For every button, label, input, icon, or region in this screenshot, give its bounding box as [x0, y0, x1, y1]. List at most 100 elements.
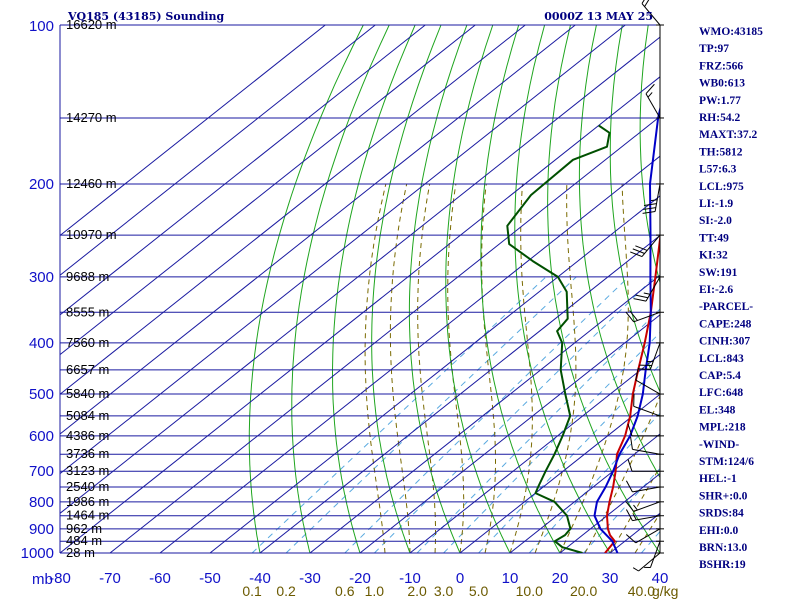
wind-barb-staff — [645, 276, 661, 302]
wind-barb-staff — [633, 405, 661, 417]
isotherm-line — [159, 155, 660, 553]
index-value: LCL:843 — [699, 353, 744, 365]
height-label: 14270 m — [66, 110, 117, 125]
mixing-ratio-tick-label: 20.0 — [570, 583, 597, 599]
height-label: 1986 m — [66, 494, 109, 509]
index-value: -PARCEL- — [699, 301, 753, 313]
height-label: 12460 m — [66, 176, 117, 191]
pressure-tick-label: 300 — [29, 269, 54, 286]
mixing-ratio-tick-label: 0.6 — [335, 583, 355, 599]
dry-adiabat-line — [752, 25, 800, 564]
wind-barb-staff — [654, 183, 661, 212]
wind-barb — [625, 501, 664, 512]
wind-barb-staff — [641, 3, 661, 26]
wind-barb-flag — [633, 298, 647, 302]
isotherm-line — [60, 25, 526, 395]
temperature-tick-label: 40 — [652, 570, 669, 587]
pressure-axis: 100 200 300 400 500 600 700 800 900 1000 — [21, 18, 54, 562]
temperature-tick-label: 20 — [552, 570, 569, 587]
isotherm-line — [259, 234, 660, 553]
index-value: -WIND- — [699, 439, 739, 451]
height-label: 5840 m — [66, 386, 109, 401]
wind-barb-half — [650, 199, 658, 202]
height-label: 10970 m — [66, 227, 117, 242]
mixing-ratio-line — [285, 276, 577, 553]
temperature-tick-label: -80 — [49, 570, 71, 587]
pressure-tick-label: 400 — [29, 335, 54, 352]
dry-adiabat-line — [480, 25, 561, 553]
moist-adiabat-line — [417, 183, 436, 553]
mixing-ratio-tick-label: 0.2 — [276, 583, 296, 599]
wind-barb-flag — [625, 509, 633, 521]
index-value: MPL:218 — [699, 422, 746, 434]
wind-barb-flag — [625, 501, 635, 512]
temperature-tick-label: 0 — [456, 570, 464, 587]
index-value: CINH:307 — [699, 336, 750, 348]
wind-barb-staff — [633, 501, 661, 512]
isotherm-line — [509, 433, 660, 553]
wind-barb-flag — [630, 436, 633, 450]
wind-barb — [625, 480, 664, 493]
index-value: CAP:5.4 — [699, 370, 741, 382]
dry-adiabat-line — [609, 25, 660, 394]
sounding-indices: WMO:43185 TP:97 FRZ:566 WB0:613 PW:1.77 RH:54… — [699, 26, 763, 571]
temperature-tick-label: -10 — [399, 570, 421, 587]
index-value: LCL:975 — [699, 181, 744, 193]
isotherm-line — [559, 472, 660, 553]
pressure-unit-label: mb — [32, 571, 53, 588]
temperature-tick-label: 10 — [502, 570, 519, 587]
height-label: 6657 m — [66, 362, 109, 377]
index-value: MAXT:37.2 — [699, 129, 757, 141]
wind-barb-half — [632, 514, 637, 521]
wind-barb-half — [647, 92, 653, 98]
isotherm-line — [60, 25, 626, 475]
pressure-tick-label: 800 — [29, 494, 54, 511]
wind-barb — [645, 83, 664, 119]
index-value: CAPE:248 — [699, 318, 752, 330]
wind-barb-flag — [644, 0, 650, 7]
wind-barb-flag — [625, 480, 633, 493]
moist-adiabat-line — [559, 183, 629, 553]
pressure-tick-label: 700 — [29, 463, 54, 480]
index-value: LFC:648 — [699, 387, 743, 399]
height-label: 4386 m — [66, 428, 109, 443]
isotherm-line — [209, 195, 660, 553]
wind-barb-staff — [641, 234, 661, 257]
index-value: LI:-1.9 — [699, 198, 733, 210]
temperature-trace — [604, 231, 660, 553]
temperature-tick-label: -70 — [99, 570, 121, 587]
isotherms — [60, 25, 660, 553]
valid-time: 0000Z 13 MAY 25 — [544, 10, 653, 23]
wind-barb-flag — [625, 534, 637, 544]
isotherm-line — [60, 76, 660, 553]
index-value: BRN:13.0 — [699, 542, 747, 554]
wind-barb-staff — [645, 93, 661, 119]
height-label: 3736 m — [66, 446, 109, 461]
pressure-tick-label: 1000 — [21, 545, 54, 562]
dry-adiabat-line — [332, 25, 416, 553]
station-title: VQ185 (43185) Sounding — [67, 10, 225, 23]
isotherm-line — [60, 25, 476, 356]
isotherm-line — [409, 353, 660, 553]
height-label: 8555 m — [66, 304, 109, 319]
height-label: 5084 m — [66, 408, 109, 423]
wind-barbs — [625, 0, 664, 572]
height-label: 7560 m — [66, 335, 109, 350]
wind-barb-staff — [632, 515, 661, 522]
index-value: WMO:43185 — [699, 26, 763, 38]
index-value: HEL:-1 — [699, 473, 737, 485]
moist-adiabat-line — [364, 183, 387, 553]
temperature-tick-label: -30 — [299, 570, 321, 587]
mixing-ratio-tick-label: 3.0 — [434, 583, 454, 599]
mixing-ratio-tick-label: 10.0 — [516, 583, 543, 599]
wind-barb-half — [633, 504, 638, 511]
temperature-tick-label: 30 — [602, 570, 619, 587]
height-label: 28 m — [66, 545, 95, 560]
dry-adiabat-line — [371, 25, 442, 553]
mixing-ratio-axis: 0.1 0.2 0.6 1.0 2.0 3.0 5.0 10.0 20.0 40.0g/kg — [242, 583, 678, 599]
index-value: EHI:0.0 — [699, 525, 739, 537]
wind-barb-staff — [632, 448, 661, 455]
wind-barb-flag — [635, 245, 648, 251]
wind-barb-flag — [627, 423, 633, 437]
dry-adiabat-line — [514, 25, 611, 553]
